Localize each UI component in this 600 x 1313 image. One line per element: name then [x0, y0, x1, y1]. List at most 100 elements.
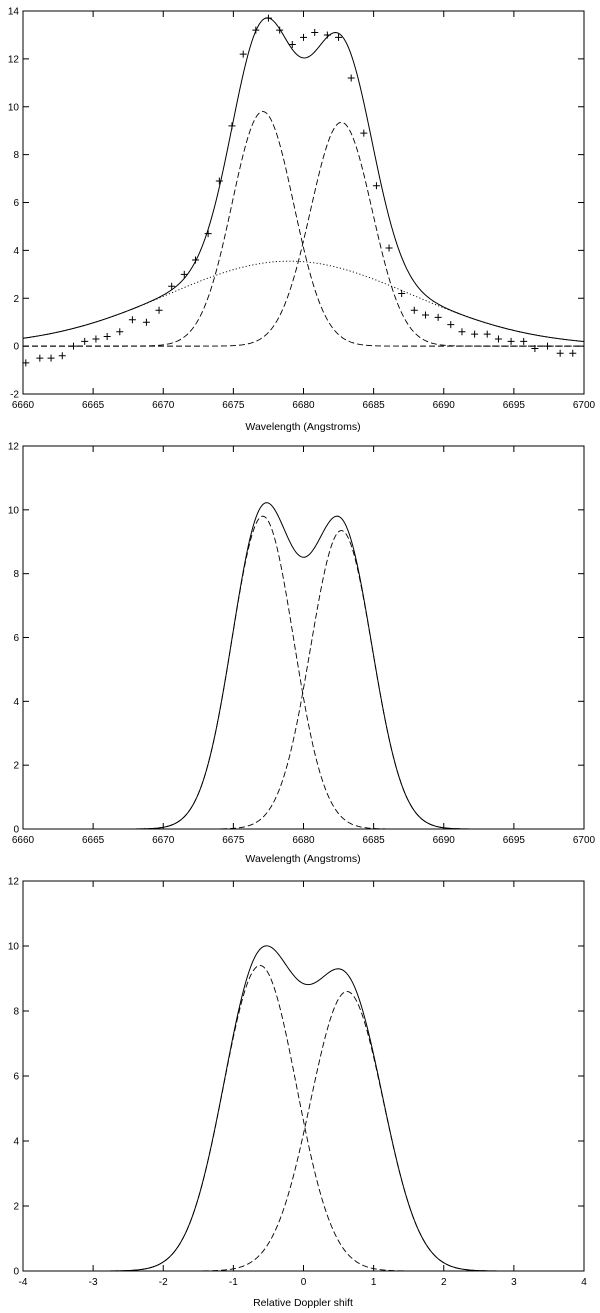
y-tick-label: 4: [13, 246, 19, 257]
x-tick-label: 6690: [433, 400, 456, 411]
data-point: [300, 33, 307, 41]
x-tick-label: -1: [229, 1277, 238, 1288]
component-line-2: [23, 530, 584, 830]
component-line-1: [23, 965, 584, 1272]
data-point: [556, 349, 564, 357]
x-tick-label: 4: [581, 1277, 587, 1288]
component-line-1: [23, 111, 584, 347]
x-tick-label: 6680: [292, 835, 315, 846]
y-tick-label: 2: [13, 761, 19, 772]
x-tick-label: 0: [301, 1277, 307, 1288]
component-line-2: [23, 991, 584, 1272]
x-tick-label: 6675: [222, 835, 245, 846]
y-tick-label: 14: [8, 7, 20, 18]
data-point: [323, 31, 331, 39]
x-tick-label: 6690: [433, 835, 456, 846]
data-point: [483, 330, 491, 338]
data-point: [128, 316, 136, 324]
data-point: [531, 345, 539, 353]
y-tick-label: 6: [13, 198, 19, 209]
data-point: [458, 328, 466, 336]
total-fit-line: [23, 945, 584, 1272]
data-point: [494, 335, 502, 343]
x-tick-label: 3: [511, 1277, 517, 1288]
y-tick-label: 2: [13, 294, 19, 305]
x-tick-label: 6700: [573, 835, 596, 846]
x-tick-label: 6680: [292, 400, 315, 411]
component-line-2: [23, 121, 584, 347]
x-tick-label: 6685: [363, 400, 386, 411]
x-tick-label: 6695: [503, 835, 526, 846]
data-point: [215, 177, 223, 185]
component-line-3: [22, 260, 585, 342]
data-point: [360, 129, 368, 137]
component-line-1: [23, 515, 584, 830]
x-tick-label: 6660: [12, 400, 35, 411]
total-fit-line: [23, 502, 584, 830]
data-point: [155, 306, 163, 314]
chart-panel-2: 6660 6665 6670 6675 6680 6685 6690 6695 6700 0 2 4 6…: [8, 442, 596, 866]
y-tick-label: 12: [8, 442, 20, 453]
data-point: [69, 342, 77, 350]
data-point: [239, 50, 247, 58]
y-tick-label: 0: [13, 825, 19, 836]
y-tick-label: 10: [8, 942, 20, 953]
chart-panel-1: 6660 6665 6670 6675 6680 6685 6690 6695 6700 -2 0 2…: [8, 7, 596, 434]
data-point: [142, 318, 150, 326]
x-axis-label: Wavelength (Angstroms): [245, 421, 360, 433]
data-point: [22, 359, 30, 367]
data-point: [36, 354, 44, 362]
data-point: [180, 270, 188, 278]
y-tick-label: 6: [13, 633, 19, 644]
x-tick-label: 2: [441, 1277, 447, 1288]
x-axis-label: Wavelength (Angstroms): [245, 853, 360, 865]
y-tick-label: 12: [8, 54, 20, 65]
data-point: [347, 74, 355, 82]
x-tick-label: -3: [89, 1277, 98, 1288]
data-point: [447, 321, 455, 329]
y-tick-label: 4: [13, 1137, 19, 1148]
data-point: [276, 26, 284, 34]
data-point: [252, 26, 260, 34]
x-tick-label: 1: [371, 1277, 377, 1288]
data-point: [385, 244, 393, 252]
x-axis-label: Relative Doppler shift: [253, 1297, 353, 1309]
data-point: [288, 41, 296, 49]
y-tick-label: 2: [13, 1202, 19, 1213]
data-point: [335, 33, 343, 41]
plot-frame: [22, 880, 585, 1272]
data-point: [422, 311, 430, 319]
y-tick-label: 8: [13, 1007, 19, 1018]
x-tick-label: 6665: [82, 400, 105, 411]
y-tick-label: 10: [8, 102, 20, 113]
y-tick-label: 12: [8, 877, 20, 888]
data-point: [103, 333, 111, 341]
data-point: [398, 289, 406, 297]
data-point: [192, 256, 200, 264]
data-point: [544, 342, 552, 350]
x-tick-label: 6670: [152, 400, 175, 411]
data-point: [81, 337, 89, 345]
x-tick-label: 6700: [573, 400, 596, 411]
x-tick-label: -4: [19, 1277, 28, 1288]
total-fit-line: [22, 17, 585, 343]
data-point: [507, 337, 515, 345]
data-point: [410, 306, 418, 314]
y-tick-label: 10: [8, 505, 20, 516]
x-tick-label: 6675: [222, 400, 245, 411]
data-point: [520, 337, 528, 345]
data-point: [47, 354, 55, 362]
plot-frame: [22, 445, 585, 830]
x-tick-label: 6660: [12, 835, 35, 846]
data-point: [264, 14, 272, 22]
x-tick-label: 6665: [82, 835, 105, 846]
y-tick-label: -2: [10, 390, 19, 401]
x-tick-label: -2: [159, 1277, 168, 1288]
data-point: [228, 122, 236, 130]
data-point: [569, 349, 577, 357]
x-tick-label: 6670: [152, 835, 175, 846]
data-point: [204, 230, 212, 238]
y-tick-label: 4: [13, 697, 19, 708]
